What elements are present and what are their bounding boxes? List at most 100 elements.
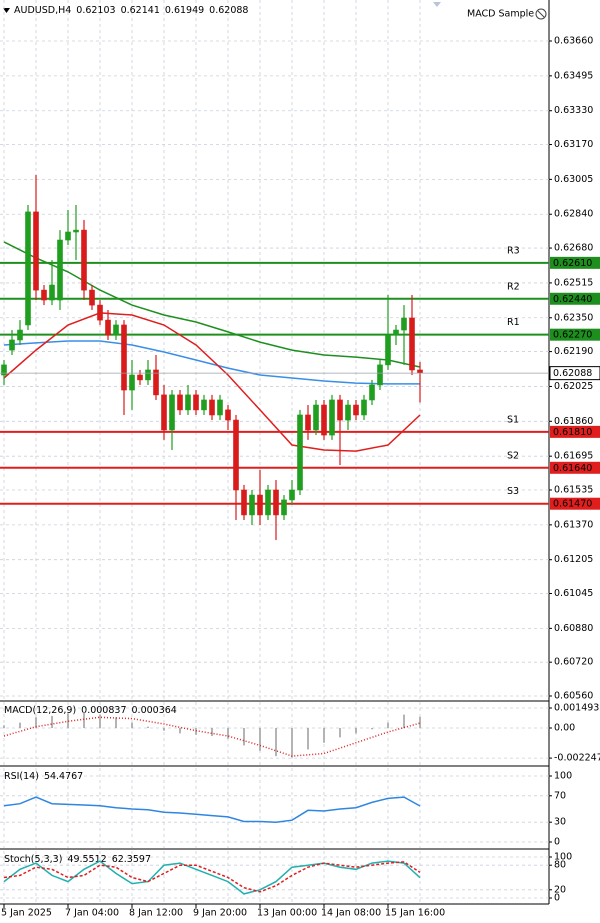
level-tag [550,328,600,341]
x-tick-label: 15 Jan 16:00 [385,908,445,919]
y-tick-label: 0.63170 [554,139,593,150]
expert-name: MACD Sample [467,9,534,20]
candle-body [153,369,159,396]
candle-body [41,289,47,301]
level-name: R3 [507,245,520,256]
y-tick-label: 0.61860 [554,416,593,427]
candle-body [225,409,231,421]
y-tick-label: 0.001493 [554,703,599,714]
candle-body [185,394,191,411]
y-tick-label: 100 [554,851,572,862]
candle-body [17,329,23,341]
y-tick-label: 0.60560 [554,690,593,701]
current-price-label: 0.62088 [553,368,592,379]
candle-body [193,394,199,411]
candle-body [393,329,399,336]
candle-body [113,324,119,336]
y-tick-label: 0.63660 [554,35,593,46]
level-tag-label: 0.61810 [553,427,592,438]
y-tick-label: 0 [554,892,560,903]
candle-body [57,239,63,301]
level-tag-label: 0.62270 [553,330,592,341]
y-tick-label: 0.61370 [554,519,593,530]
x-tick-label: 5 Jan 2025 [1,908,52,919]
candle-body [97,304,103,321]
candle-body [49,284,55,301]
candle-body [289,489,295,501]
ohlc-open: 0.62103 [76,5,115,16]
level-tag-label: 0.62440 [553,294,592,305]
candle-body [313,404,319,431]
candle-body [265,489,271,516]
moving-average [3,340,420,385]
candle-body [177,394,183,411]
y-tick-label: 0.61045 [554,588,593,599]
candle-body [137,374,143,381]
candle-body [1,364,7,376]
candle-body [169,394,175,431]
indicator-value: 62.3597 [112,854,151,865]
ohlc-low: 0.61949 [165,5,204,16]
candle-body [417,369,423,374]
y-tick-label: 0.62840 [554,209,593,220]
candle-body [273,489,279,516]
level-name: R2 [507,281,520,292]
panel-title: RSI(14) 54.4767 [4,771,83,782]
y-tick-label: 0.00 [554,723,575,734]
candle-body [105,319,111,336]
candle-body [281,499,287,516]
candle-body [297,414,303,491]
current-price-tag [549,366,600,381]
y-tick-label: 0.62515 [554,277,593,288]
candle-body [25,211,31,326]
candle-body [345,404,351,421]
candle-body [385,334,391,366]
candle-body [233,419,239,491]
y-tick-label: 0.62350 [554,312,593,323]
indicator-value: 0.000837 [81,705,126,716]
candle-body [145,369,151,381]
y-tick-label: 0.61535 [554,484,593,495]
menu-arrow[interactable] [3,8,10,13]
candle-body [217,399,223,416]
y-tick-label: -0.002247 [554,753,600,764]
indicator-line [3,796,421,823]
indicator-name: MACD(12,26,9) [4,705,76,716]
x-tick-label: 14 Jan 08:00 [321,908,381,919]
chart-header: AUDUSD,H4 0.62103 0.62141 0.61949 0.62088 [14,5,248,16]
y-tick-label: 0.61205 [554,554,593,565]
level-tag [550,461,600,474]
candle-body [9,339,15,351]
candle-body [361,399,367,416]
expert-icon-slash [537,10,545,18]
y-tick-label: 0.62190 [554,346,593,357]
ohlc-high: 0.62141 [121,5,160,16]
candle-body [33,211,39,291]
indicator-value: 49.5512 [67,854,106,865]
candle-body [89,289,95,306]
shift-marker [433,2,441,7]
y-tick-label: 0.63495 [554,70,593,81]
candle-body [321,404,327,436]
y-tick-label: 0.60720 [554,657,593,668]
level-tag [550,425,600,438]
candle-body [241,489,247,516]
moving-average [3,312,421,452]
candle-body [369,384,375,401]
level-tag [550,256,600,269]
y-tick-label: 0.63330 [554,105,593,116]
y-tick-label: 100 [554,770,572,781]
y-tick-label: 70 [554,790,566,801]
candle-body [73,229,79,233]
y-tick-label: 0.60880 [554,623,593,634]
candle-body [377,364,383,386]
indicator-line [3,860,421,895]
panel-title: MACD(12,26,9) 0.000837 0.000364 [4,705,177,716]
expert-icon[interactable] [535,8,547,20]
candle-body [329,399,335,436]
y-tick-label: 80 [554,860,566,871]
indicator-name: RSI(14) [4,771,39,782]
panel-title: Stoch(5,3,3) 49.5512 62.3597 [4,854,151,865]
indicator-value: 0.000364 [132,705,177,716]
